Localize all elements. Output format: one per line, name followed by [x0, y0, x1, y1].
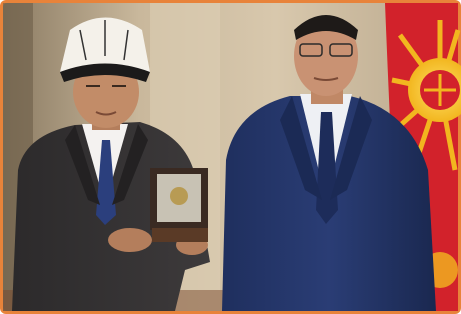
page	[0, 0, 461, 314]
photo	[0, 0, 461, 314]
medal	[170, 187, 188, 205]
hand-left	[108, 228, 152, 252]
plaque-box	[152, 228, 208, 242]
award-plaque	[150, 168, 208, 242]
